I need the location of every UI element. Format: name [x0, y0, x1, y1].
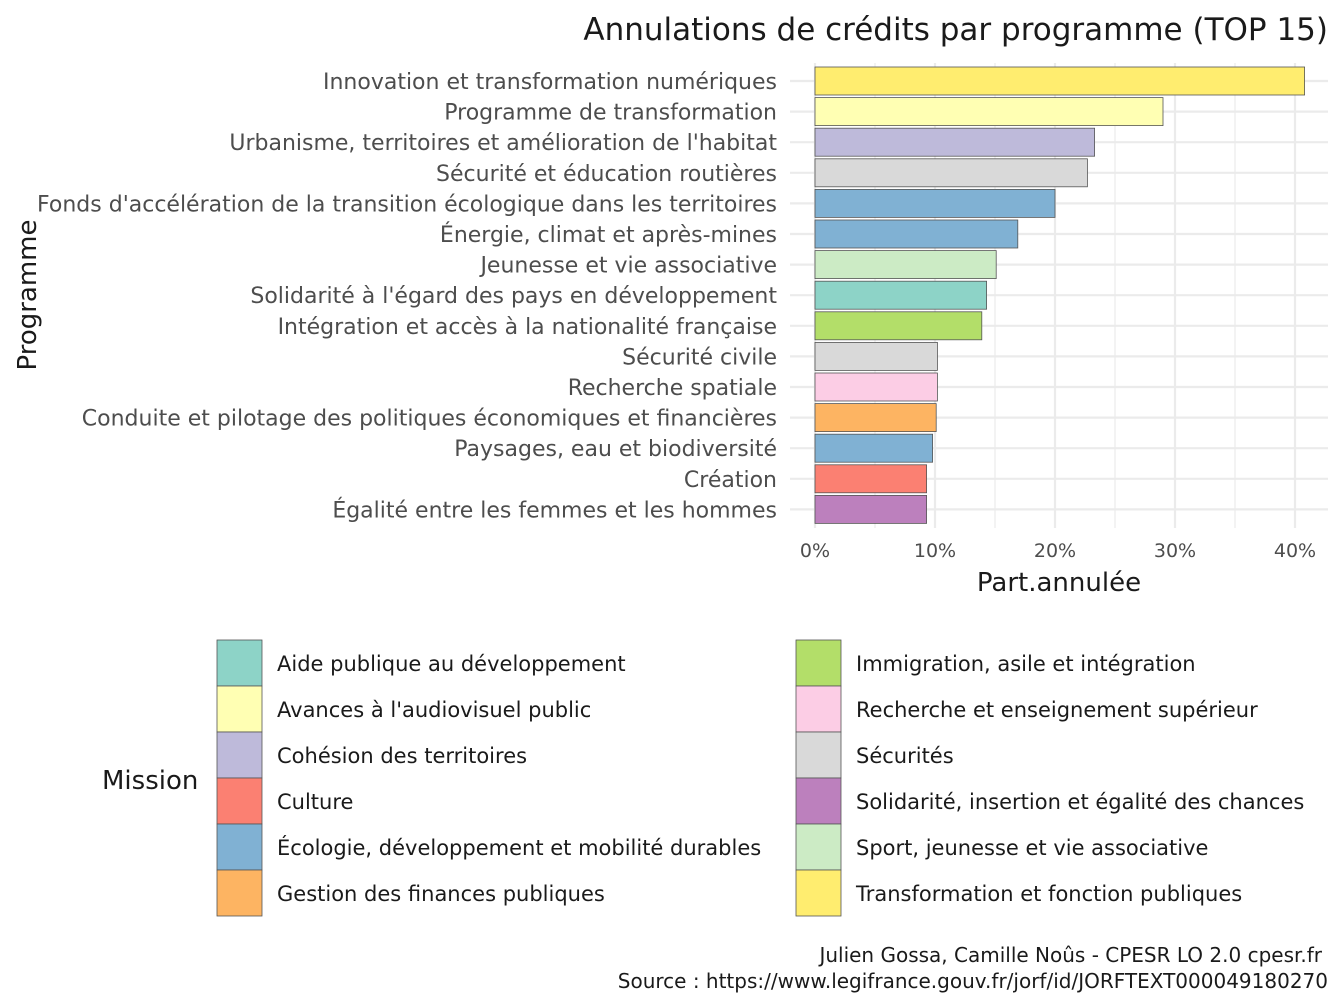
- legend-label: Transformation et fonction publiques: [855, 882, 1242, 906]
- chart-title: Annulations de crédits par programme (TO…: [583, 12, 1328, 48]
- bar-securite-civile: [814, 341, 938, 371]
- y-tick-label: Énergie, climat et après-mines: [440, 222, 777, 248]
- bar-egalite-entre-les-femmes-et-les-hommes: [814, 494, 927, 524]
- y-tick-label: Jeunesse et vie associative: [478, 254, 777, 279]
- y-tick-label: Création: [684, 468, 777, 493]
- bars: [814, 66, 1306, 524]
- y-tick-label: Fonds d'accélération de la transition éc…: [37, 192, 777, 217]
- bar-paysages-eau-et-biodiversite: [814, 433, 933, 463]
- bar-programme-de-transformation: [814, 97, 1164, 126]
- legend-title: Mission: [102, 766, 198, 796]
- bar-energie-climat-et-apres-mines: [814, 219, 1019, 249]
- x-tick-label: 40%: [1274, 540, 1316, 562]
- legend: Aide publique au développement Avances à …: [216, 639, 1304, 917]
- legend-label: Recherche et enseignement supérieur: [856, 698, 1258, 722]
- legend-key-avances-a-l-audiovisuel-public: [216, 685, 263, 733]
- legend-key-culture: [216, 777, 263, 825]
- legend-label: Cohésion des territoires: [277, 744, 527, 768]
- bar-recherche-spatiale: [814, 372, 938, 402]
- y-tick-labels: Innovation et transformation numériques P…: [37, 70, 777, 523]
- bar-securite-et-education-routieres: [814, 158, 1088, 188]
- x-tick-label: 20%: [1034, 540, 1076, 562]
- bar-conduite-et-pilotage-des-politiques-economiques-et-financieres: [814, 403, 937, 433]
- legend-key-recherche-et-enseignement-superieur: [795, 685, 842, 733]
- legend-label: Immigration, asile et intégration: [856, 652, 1196, 676]
- y-tick-label: Paysages, eau et biodiversité: [454, 437, 777, 462]
- x-tick-labels: 0% 10% 20% 30% 40%: [800, 540, 1316, 562]
- legend-label: Solidarité, insertion et égalité des cha…: [856, 790, 1304, 814]
- bar-fonds-d-acceleration-de-la-transition-ecologique-dans-les-territoires: [814, 188, 1056, 218]
- legend-label: Gestion des finances publiques: [277, 882, 605, 906]
- x-axis-title: Part.annulée: [977, 568, 1141, 598]
- legend-label: Avances à l'audiovisuel public: [277, 698, 591, 722]
- x-tick-label: 10%: [914, 540, 956, 562]
- y-tick-label: Égalité entre les femmes et les hommes: [332, 497, 777, 523]
- legend-key-sport-jeunesse-et-vie-associative: [795, 823, 842, 871]
- legend-key-solidarite-insertion-et-egalite-des-chances: [795, 777, 842, 825]
- legend-label: Sécurités: [856, 744, 954, 768]
- y-axis-title: Programme: [13, 219, 43, 370]
- y-tick-label: Solidarité à l'égard des pays en dévelop…: [250, 284, 777, 309]
- bar-urbanisme-territoires-et-amelioration-de-l-habitat: [814, 127, 1096, 157]
- y-tick-label: Urbanisme, territoires et amélioration d…: [229, 131, 777, 156]
- legend-label: Écologie, développement et mobilité dura…: [277, 835, 761, 860]
- bar-solidarite-a-l-egard-des-pays-en-developpement: [814, 280, 988, 310]
- y-tick-label: Sécurité et éducation routières: [436, 162, 777, 187]
- caption-source: Source : https://www.legifrance.gouv.fr/…: [618, 969, 1328, 993]
- legend-label: Sport, jeunesse et vie associative: [856, 836, 1208, 860]
- legend-key-immigration-asile-et-integration: [795, 639, 842, 687]
- x-tick-label: 30%: [1154, 540, 1196, 562]
- legend-key-cohesion-des-territoires: [216, 731, 263, 779]
- legend-key-gestion-des-finances-publiques: [216, 869, 263, 917]
- bar-creation: [814, 464, 927, 494]
- legend-label: Culture: [277, 790, 353, 814]
- bar-integration-et-acces-a-la-nationalite-francaise: [814, 311, 983, 341]
- y-tick-label: Programme de transformation: [444, 101, 777, 126]
- legend-key-transformation-et-fonction-publiques: [795, 869, 842, 917]
- y-tick-label: Innovation et transformation numériques: [323, 70, 777, 95]
- caption-credit: Julien Gossa, Camille Noûs - CPESR LO 2.…: [817, 943, 1322, 967]
- legend-key-aide-publique-au-developpement: [216, 639, 263, 687]
- legend-key-ecologie-developpement-et-mobilite-durables: [216, 823, 263, 871]
- bar-jeunesse-et-vie-associative: [814, 250, 997, 280]
- y-tick-label: Recherche spatiale: [568, 376, 777, 401]
- legend-label: Aide publique au développement: [277, 652, 626, 676]
- legend-key-securites: [795, 731, 842, 779]
- y-tick-label: Intégration et accès à la nationalité fr…: [278, 315, 777, 340]
- x-tick-label: 0%: [800, 540, 830, 562]
- y-tick-label: Conduite et pilotage des politiques écon…: [82, 407, 777, 432]
- y-tick-label: Sécurité civile: [622, 345, 777, 370]
- bar-innovation-et-transformation-numeriques: [814, 66, 1306, 96]
